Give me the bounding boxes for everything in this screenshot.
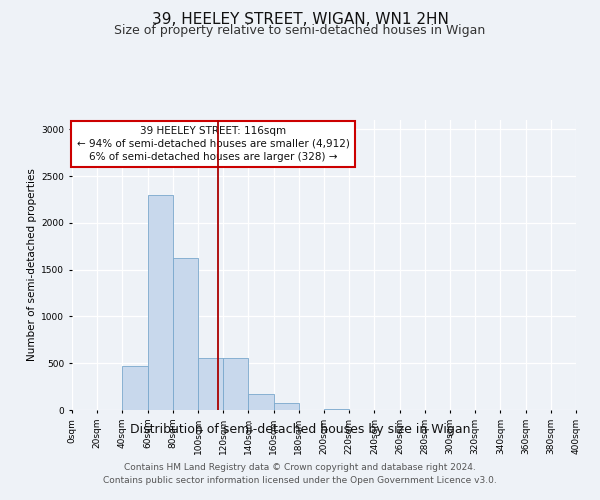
Bar xyxy=(223,358,248,410)
Text: Contains HM Land Registry data © Crown copyright and database right 2024.: Contains HM Land Registry data © Crown c… xyxy=(124,464,476,472)
Text: 39, HEELEY STREET, WIGAN, WN1 2HN: 39, HEELEY STREET, WIGAN, WN1 2HN xyxy=(152,12,448,28)
Y-axis label: Number of semi-detached properties: Number of semi-detached properties xyxy=(27,168,37,362)
Bar xyxy=(248,394,274,410)
Text: Contains public sector information licensed under the Open Government Licence v3: Contains public sector information licen… xyxy=(103,476,497,485)
Bar xyxy=(122,366,148,410)
Text: Size of property relative to semi-detached houses in Wigan: Size of property relative to semi-detach… xyxy=(115,24,485,37)
Text: 39 HEELEY STREET: 116sqm
← 94% of semi-detached houses are smaller (4,912)
6% of: 39 HEELEY STREET: 116sqm ← 94% of semi-d… xyxy=(77,126,350,162)
Bar xyxy=(324,408,349,410)
Bar xyxy=(198,358,223,410)
Bar xyxy=(173,258,198,410)
Bar xyxy=(148,195,173,410)
Bar xyxy=(274,402,299,410)
Text: Distribution of semi-detached houses by size in Wigan: Distribution of semi-detached houses by … xyxy=(130,422,470,436)
